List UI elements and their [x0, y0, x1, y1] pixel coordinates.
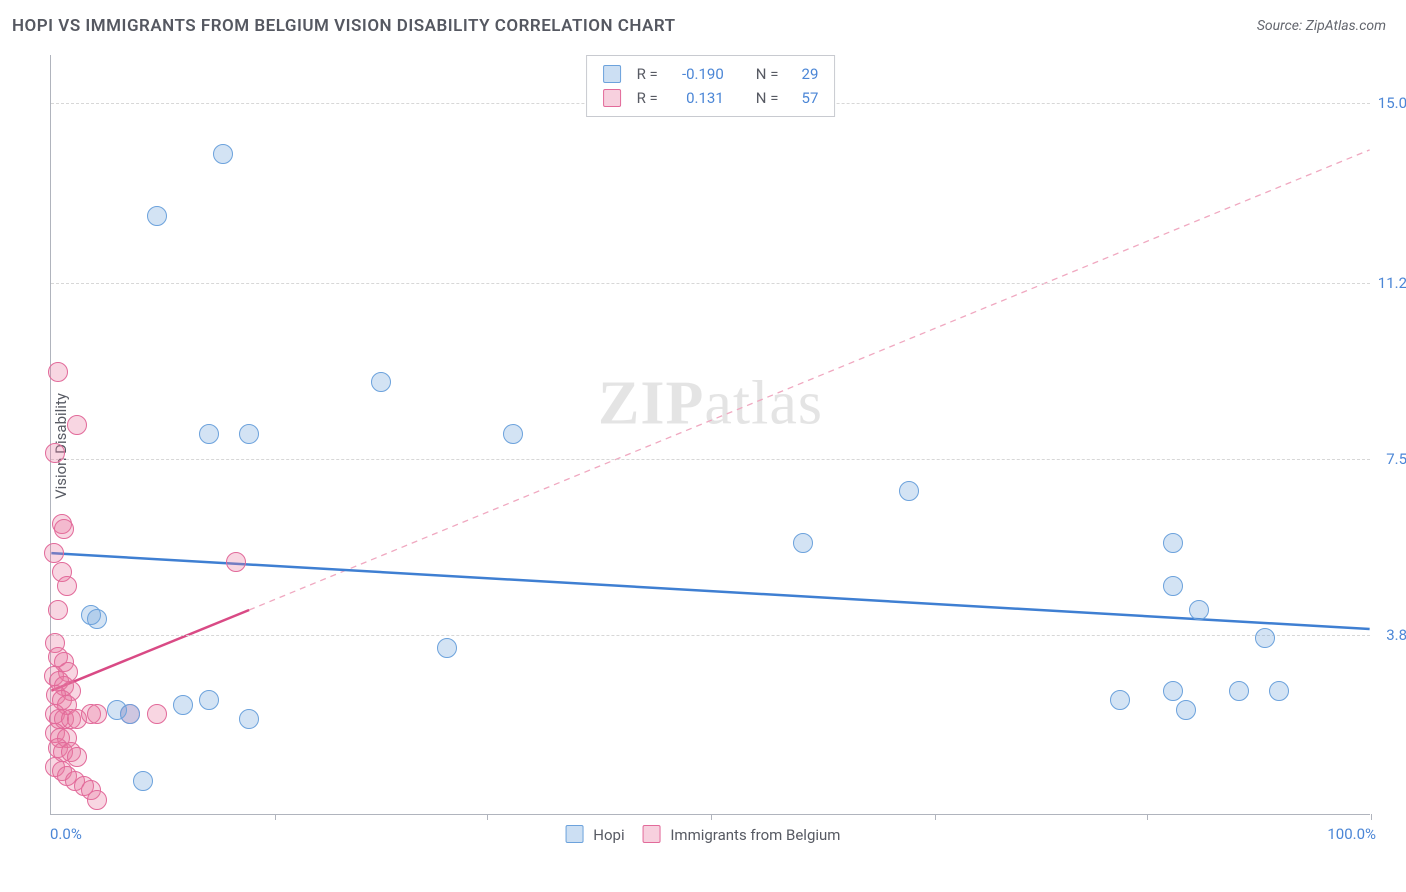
data-point — [54, 519, 74, 539]
legend-pink-label: Immigrants from Belgium — [670, 826, 840, 844]
x-tick — [275, 814, 276, 820]
swatch-pink-icon — [603, 89, 621, 107]
data-point — [173, 695, 193, 715]
r-label: R = — [637, 62, 658, 86]
legend-stats-row-pink: R = 0.131 N = 57 — [603, 86, 819, 110]
legend-series: Hopi Immigrants from Belgium — [566, 825, 841, 844]
data-point — [199, 424, 219, 444]
x-tick — [711, 814, 712, 820]
data-point — [239, 424, 259, 444]
swatch-blue-icon — [603, 65, 621, 83]
chart-title: HOPI VS IMMIGRANTS FROM BELGIUM VISION D… — [12, 16, 676, 36]
x-tick — [1371, 814, 1372, 820]
data-point — [437, 638, 457, 658]
swatch-blue-icon — [566, 825, 584, 843]
n-label: N = — [756, 62, 779, 86]
y-tick-label: 3.8% — [1386, 626, 1406, 644]
data-point — [44, 543, 64, 563]
watermark-b: atlas — [704, 370, 823, 438]
n-value-blue: 29 — [788, 62, 818, 86]
data-point — [67, 415, 87, 435]
x-tick — [935, 814, 936, 820]
data-point — [45, 443, 65, 463]
data-point — [147, 704, 167, 724]
gridline — [51, 459, 1370, 460]
legend-stats-row-blue: R = -0.190 N = 29 — [603, 62, 819, 86]
gridline — [51, 283, 1370, 284]
data-point — [1163, 576, 1183, 596]
r-label: R = — [637, 86, 658, 110]
r-value-pink: 0.131 — [668, 86, 724, 110]
legend-blue-label: Hopi — [593, 826, 624, 844]
data-point — [1110, 690, 1130, 710]
data-point — [1189, 600, 1209, 620]
data-point — [120, 704, 140, 724]
data-point — [48, 600, 68, 620]
data-point — [147, 206, 167, 226]
data-point — [57, 576, 77, 596]
watermark-a: ZIP — [598, 370, 704, 438]
data-point — [226, 552, 246, 572]
data-point — [371, 372, 391, 392]
data-point — [239, 709, 259, 729]
data-point — [213, 144, 233, 164]
data-point — [1229, 681, 1249, 701]
data-point — [899, 481, 919, 501]
x-tick — [1147, 814, 1148, 820]
data-point — [1163, 533, 1183, 553]
source-attribution: Source: ZipAtlas.com — [1257, 18, 1386, 34]
x-tick — [487, 814, 488, 820]
data-point — [67, 747, 87, 767]
y-tick-label: 7.5% — [1386, 450, 1406, 468]
gridline — [51, 635, 1370, 636]
data-point — [793, 533, 813, 553]
plot-area: ZIPatlas R = -0.190 N = 29 R = 0.131 N =… — [50, 55, 1370, 815]
r-value-blue: -0.190 — [668, 62, 724, 86]
data-point — [48, 362, 68, 382]
data-point — [1176, 700, 1196, 720]
y-tick-label: 11.2% — [1378, 274, 1406, 292]
watermark: ZIPatlas — [598, 369, 823, 440]
legend-stats: R = -0.190 N = 29 R = 0.131 N = 57 — [586, 55, 836, 117]
data-point — [199, 690, 219, 710]
x-axis-max-label: 100.0% — [1327, 825, 1376, 843]
swatch-pink-icon — [643, 825, 661, 843]
n-label: N = — [756, 86, 779, 110]
y-tick-label: 15.0% — [1378, 94, 1406, 112]
data-point — [1255, 628, 1275, 648]
data-point — [133, 771, 153, 791]
data-point — [503, 424, 523, 444]
data-point — [1269, 681, 1289, 701]
data-point — [1163, 681, 1183, 701]
data-point — [87, 609, 107, 629]
legend-item-pink: Immigrants from Belgium — [643, 825, 841, 844]
legend-item-blue: Hopi — [566, 825, 625, 844]
n-value-pink: 57 — [788, 86, 818, 110]
x-axis-origin-label: 0.0% — [50, 825, 82, 843]
data-point — [87, 790, 107, 810]
data-point — [87, 704, 107, 724]
